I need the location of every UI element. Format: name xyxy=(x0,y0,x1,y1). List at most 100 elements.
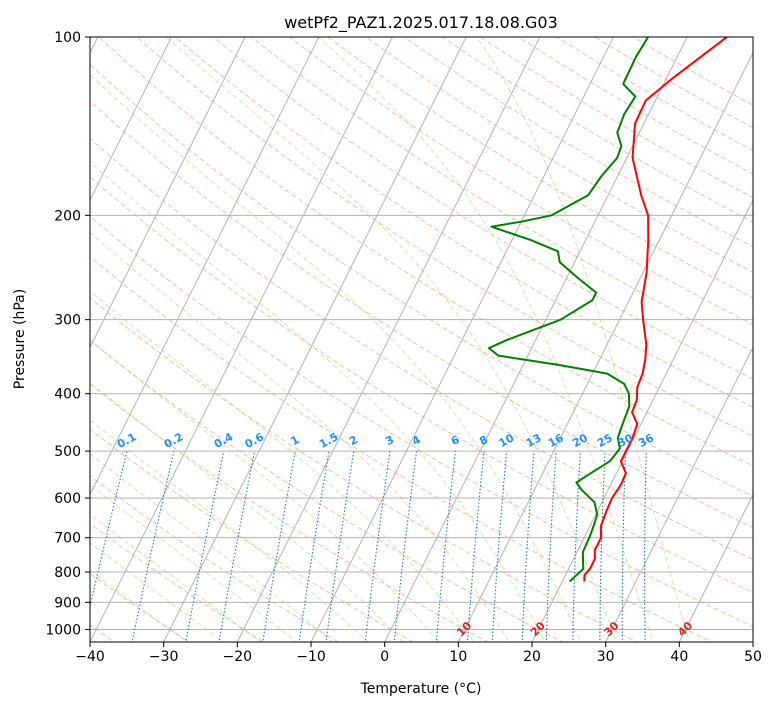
dry-adiabat xyxy=(90,383,489,642)
mixing-ratio-label: 0.1 xyxy=(115,430,138,451)
moist-adiabat xyxy=(90,74,582,642)
isotherm-line xyxy=(90,37,394,642)
dry-adiabat xyxy=(632,37,753,106)
moist-adiabat xyxy=(90,232,510,642)
dry-adiabat xyxy=(326,37,753,299)
x-tick-label: 30 xyxy=(597,649,615,665)
isotherm-line xyxy=(457,51,753,642)
moist-adiabat xyxy=(90,290,475,642)
mixing-ratio-label: 20 xyxy=(570,431,590,450)
dry-adiabat xyxy=(517,37,753,175)
isotherm-line xyxy=(310,37,615,642)
moist-adiabat xyxy=(166,37,618,642)
mixing-ratio-line xyxy=(131,450,175,642)
y-tick-label: 400 xyxy=(54,387,81,403)
mixing-ratio-line xyxy=(325,451,355,642)
isotherm-line xyxy=(384,37,688,642)
isotherm-line xyxy=(90,37,173,202)
y-tick-label: 800 xyxy=(54,565,81,581)
mixing-ratio-line xyxy=(491,451,508,642)
dry-adiabat xyxy=(90,63,753,497)
mixing-ratio-label: 0.6 xyxy=(243,430,267,451)
mixing-ratio-line xyxy=(364,451,391,642)
dry-adiabat xyxy=(90,475,340,642)
isotherm-line xyxy=(678,493,753,642)
moist-adiabat-label: 10 xyxy=(454,619,474,639)
dry-adiabat xyxy=(90,100,753,529)
chart-grid xyxy=(90,37,753,642)
moist-adiabat xyxy=(90,569,189,642)
dry-adiabat xyxy=(90,428,414,642)
mixing-ratio-label: 0.2 xyxy=(162,430,185,451)
mixing-ratio-line xyxy=(393,451,418,642)
mixing-ratio-label: 0.4 xyxy=(212,430,236,451)
moist-adiabat-label: 20 xyxy=(528,619,548,639)
plot-frame xyxy=(89,36,754,643)
chart-title: wetPf2_PAZ1.2025.017.18.08.G03 xyxy=(284,13,558,33)
moist-adiabat xyxy=(317,37,654,642)
mixing-ratio-line xyxy=(90,450,128,609)
x-tick-label: 50 xyxy=(744,649,762,665)
isotherm-line xyxy=(752,640,753,642)
y-tick-label: 900 xyxy=(54,595,81,611)
y-tick-label: 200 xyxy=(54,208,81,224)
mixing-ratio-line xyxy=(521,451,535,642)
dry-adiabat xyxy=(90,523,265,642)
dry-adiabat xyxy=(136,37,753,437)
dry-adiabat xyxy=(479,37,753,199)
moist-adiabat-label: 30 xyxy=(602,619,622,639)
chart-series xyxy=(487,37,728,583)
y-tick-label: 300 xyxy=(54,313,81,329)
dry-adiabat xyxy=(90,572,190,642)
moist-adiabat xyxy=(90,513,262,642)
dry-adiabat xyxy=(90,215,753,628)
isotherm-line xyxy=(236,37,541,642)
isotherm-line xyxy=(605,346,753,642)
isotherm-line xyxy=(90,37,320,496)
dry-adiabat xyxy=(174,37,753,408)
dry-adiabat xyxy=(288,37,753,326)
y-tick-label: 100 xyxy=(54,30,81,46)
moist-adiabat-label: 40 xyxy=(675,619,695,639)
dry-adiabat xyxy=(90,255,713,642)
mixing-ratio-label: 1.5 xyxy=(317,430,340,451)
isotherm-line xyxy=(90,37,246,349)
y-tick-label: 500 xyxy=(54,444,81,460)
mixing-ratio-line xyxy=(599,451,606,642)
mixing-ratio-line xyxy=(545,451,557,642)
moist-adiabat xyxy=(90,382,404,642)
mixing-ratio-label: 1 xyxy=(289,433,302,448)
dry-adiabat xyxy=(212,37,753,380)
x-tick-label: 20 xyxy=(523,649,541,665)
sounding-line-2 xyxy=(487,37,649,583)
dry-adiabat xyxy=(90,297,639,642)
mixing-ratio-line xyxy=(572,451,581,642)
moist-adiabat xyxy=(90,484,298,642)
dry-adiabat xyxy=(365,37,753,273)
mixing-ratio-line xyxy=(185,450,225,642)
mixing-ratio-line xyxy=(218,450,256,642)
y-tick-label: 700 xyxy=(54,531,81,547)
mixing-ratio-label: 16 xyxy=(546,431,566,450)
mixing-ratio-label: 13 xyxy=(524,431,544,450)
dry-adiabat xyxy=(593,37,753,129)
dry-adiabat xyxy=(90,176,753,594)
y-tick-label: 1000 xyxy=(45,622,81,638)
mixing-ratio-label: 36 xyxy=(636,431,656,450)
dry-adiabat xyxy=(90,339,564,642)
y-axis-label: Pressure (hPa) xyxy=(12,289,28,389)
x-tick-label: 0 xyxy=(380,649,389,665)
mixing-ratio-line xyxy=(298,451,330,642)
isotherm-line xyxy=(163,37,467,642)
x-tick-label: 10 xyxy=(449,649,467,665)
moist-adiabat xyxy=(90,419,369,642)
mixing-ratio-line xyxy=(466,451,485,642)
x-tick-label: −20 xyxy=(223,649,253,665)
dry-adiabat xyxy=(90,137,753,561)
moist-adiabat xyxy=(90,161,546,642)
mixing-ratio-line xyxy=(644,451,647,642)
mixing-ratio-line xyxy=(262,450,296,642)
x-tick-label: −30 xyxy=(149,649,179,665)
moist-adiabat xyxy=(90,453,333,642)
